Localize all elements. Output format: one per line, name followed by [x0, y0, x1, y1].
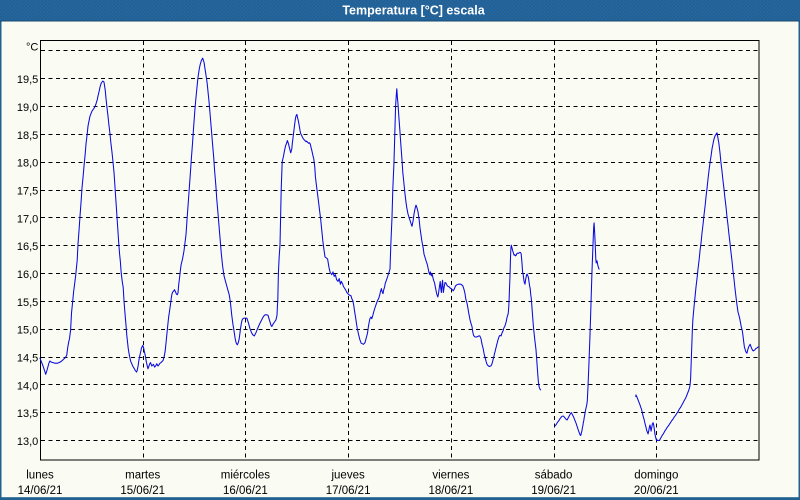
svg-text:19,0: 19,0: [17, 102, 38, 114]
svg-text:sábado: sábado: [535, 470, 573, 482]
svg-text:16,5: 16,5: [17, 241, 38, 253]
svg-text:jueves: jueves: [330, 470, 364, 482]
svg-text:17,0: 17,0: [17, 213, 38, 225]
svg-text:martes: martes: [125, 470, 160, 482]
svg-text:14,5: 14,5: [17, 353, 38, 365]
svg-text:lunes: lunes: [26, 470, 54, 482]
svg-text:13,5: 13,5: [17, 408, 38, 420]
svg-text:17,5: 17,5: [17, 186, 38, 198]
svg-text:16,0: 16,0: [17, 269, 38, 281]
svg-text:15/06/21: 15/06/21: [120, 485, 165, 497]
svg-text:viernes: viernes: [432, 470, 469, 482]
svg-text:18,0: 18,0: [17, 158, 38, 170]
svg-text:19,5: 19,5: [17, 74, 38, 86]
svg-text:14/06/21: 14/06/21: [18, 485, 63, 497]
svg-text:13,0: 13,0: [17, 436, 38, 448]
svg-text:18/06/21: 18/06/21: [429, 485, 474, 497]
svg-text:Temperatura [°C] escala: Temperatura [°C] escala: [342, 3, 485, 17]
svg-text:14,0: 14,0: [17, 380, 38, 392]
svg-text:19/06/21: 19/06/21: [531, 485, 576, 497]
svg-text:miércoles: miércoles: [221, 470, 270, 482]
svg-text:°C: °C: [26, 42, 38, 54]
svg-text:20/06/21: 20/06/21: [634, 485, 679, 497]
svg-text:17/06/21: 17/06/21: [326, 485, 371, 497]
svg-text:15,5: 15,5: [17, 297, 38, 309]
svg-text:domingo: domingo: [634, 470, 678, 482]
svg-text:18,5: 18,5: [17, 130, 38, 142]
svg-text:16/06/21: 16/06/21: [223, 485, 268, 497]
svg-text:15,0: 15,0: [17, 325, 38, 337]
